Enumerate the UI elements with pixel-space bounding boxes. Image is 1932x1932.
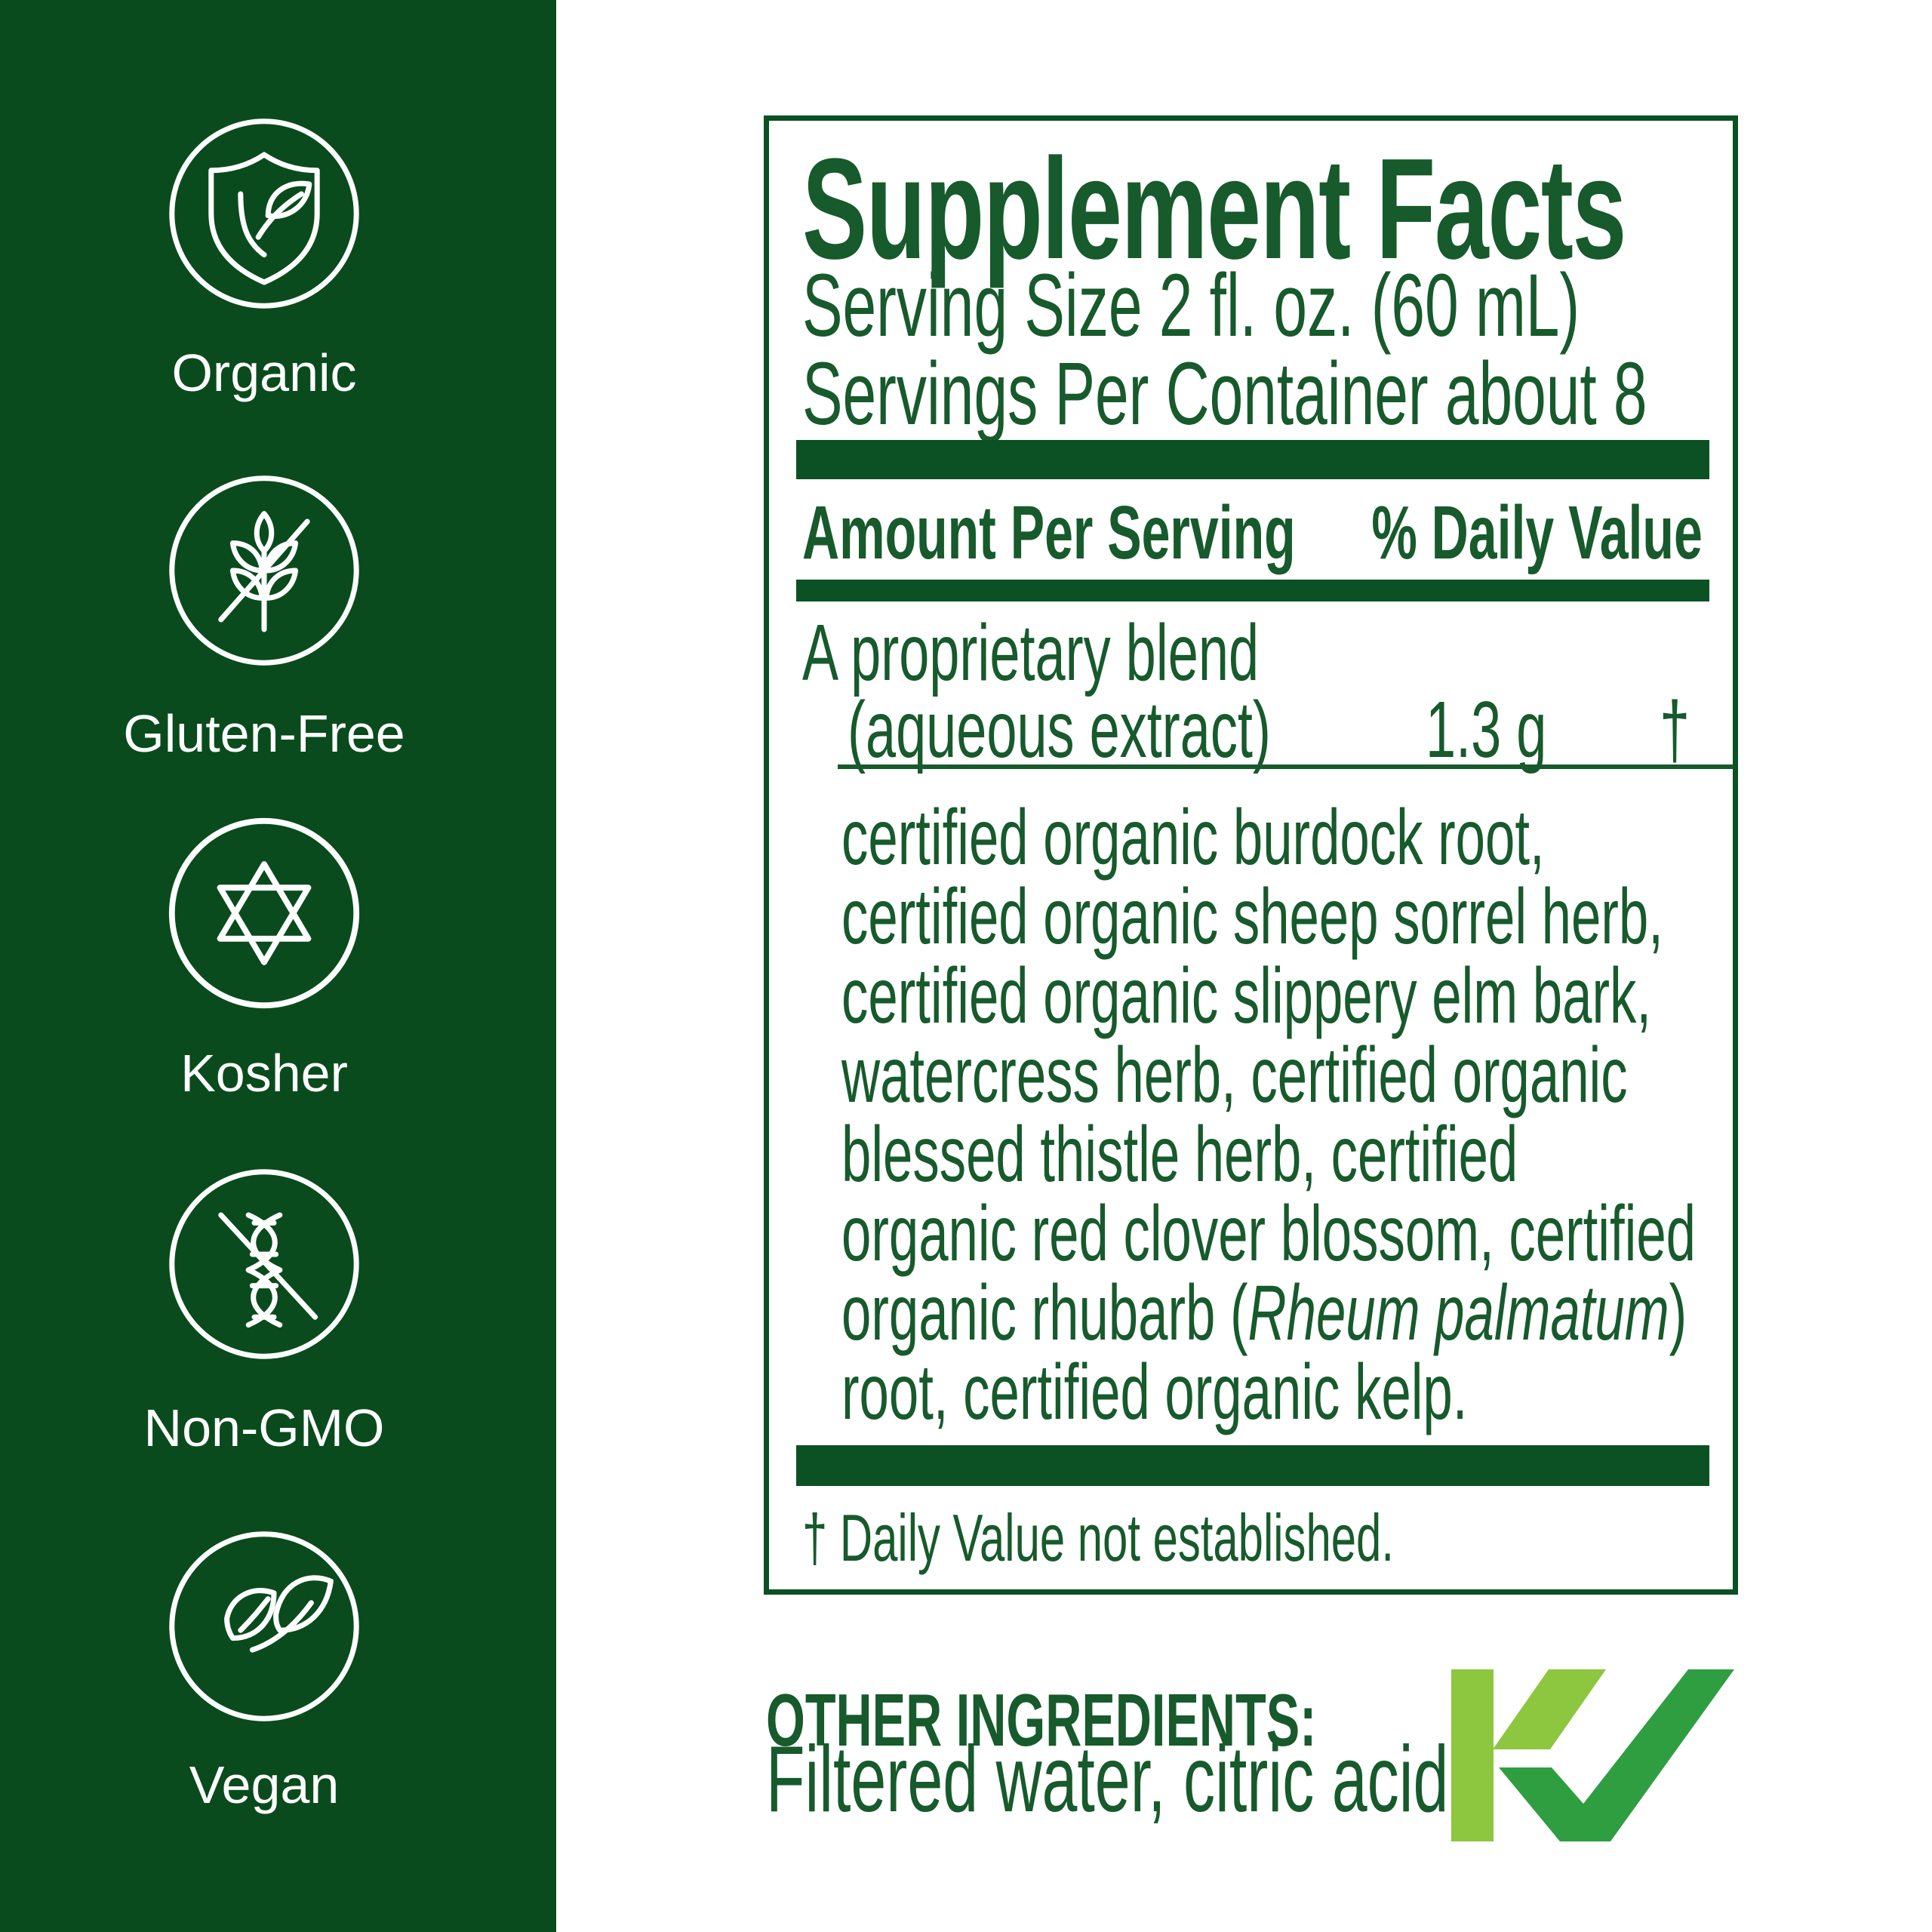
ingredient-line: certified organic slippery elm bark, <box>841 952 1652 1040</box>
supplement-facts-title: Supplement Facts <box>802 129 1626 289</box>
blend-name-line2: (aqueous extract) <box>848 685 1271 774</box>
kv-check-logo-icon <box>1451 1669 1734 1841</box>
badge-label-vegan: Vegan <box>189 1755 340 1814</box>
serving-size: Serving Size 2 fl. oz. (60 mL) <box>802 256 1580 355</box>
other-ingredients-text: Filtered water, citric acid. <box>766 1727 1466 1832</box>
ingredient-line: watercress herb, certified organic <box>841 1032 1628 1119</box>
supplement-facts-panel: Supplement Facts Serving Size 2 fl. oz. … <box>764 115 1738 1595</box>
column-header-daily-value: % Daily Value <box>1371 491 1703 575</box>
blend-daily-value-symbol: † <box>1660 685 1690 774</box>
star-of-david-icon <box>168 817 360 1009</box>
badge-label-kosher: Kosher <box>180 1044 348 1103</box>
servings-per-container: Servings Per Container about 8 <box>802 344 1647 444</box>
badge-label-gluten-free: Gluten-Free <box>123 704 405 763</box>
ingredient-line: root, certified organic kelp. <box>841 1349 1468 1436</box>
ingredient-line: certified organic burdock root, <box>841 794 1545 881</box>
ingredient-line: organic rhubarb (Rheum palmatum) <box>841 1269 1687 1357</box>
ingredient-line: blessed thistle herb, certified <box>841 1111 1518 1198</box>
shield-leaf-icon <box>169 118 359 309</box>
blend-underline <box>838 764 1734 769</box>
badge-label-non-gmo: Non-GMO <box>143 1398 385 1457</box>
divider-bar-thin <box>796 580 1709 601</box>
divider-bar-thick-top <box>796 440 1709 479</box>
ingredient-line: certified organic sheep sorrel herb, <box>841 873 1663 961</box>
column-header-amount: Amount Per Serving <box>802 491 1296 575</box>
leaves-icon <box>169 1531 359 1721</box>
ingredient-line: organic red clover blossom, certified <box>841 1190 1697 1278</box>
blend-ingredients-list: certified organic burdock root, certified… <box>841 798 1932 1432</box>
divider-bar-thick-bottom <box>796 1445 1709 1486</box>
other-ingredients-heading: OTHER INGREDIENTS: <box>766 1678 1317 1761</box>
dna-slash-icon <box>169 1169 359 1359</box>
wheat-slash-icon <box>169 475 359 666</box>
badge-label-organic: Organic <box>171 343 357 402</box>
daily-value-footnote: † Daily Value not established. <box>802 1500 1394 1575</box>
blend-amount: 1.3 g <box>1426 685 1547 774</box>
blend-name-line1: A proprietary blend <box>802 608 1260 697</box>
certification-sidebar: Organic Gluten-Free Kosher <box>0 0 556 1932</box>
